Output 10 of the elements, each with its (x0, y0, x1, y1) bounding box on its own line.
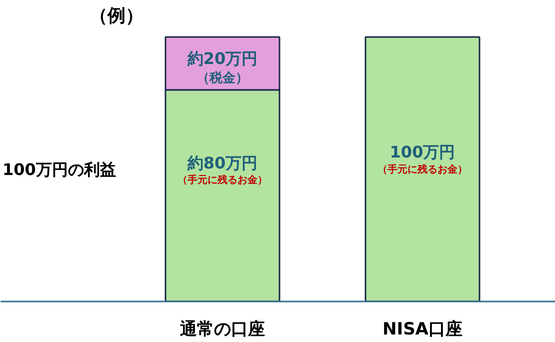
x-tick-label: NISA口座 (382, 320, 462, 340)
annotation: （税金） (196, 70, 248, 86)
data-label: 100万円 (390, 142, 456, 162)
data-label: 約80万円 (186, 153, 258, 172)
chart-title: （例） (90, 5, 144, 26)
annotation: 100万円の利益 (2, 160, 116, 179)
x-tick-label: 通常の口座 (179, 320, 265, 340)
annotation: （手元に残るお金） (178, 174, 268, 186)
data-label: 約20万円 (186, 49, 258, 68)
annotation: （手元に残るお金） (378, 163, 468, 176)
